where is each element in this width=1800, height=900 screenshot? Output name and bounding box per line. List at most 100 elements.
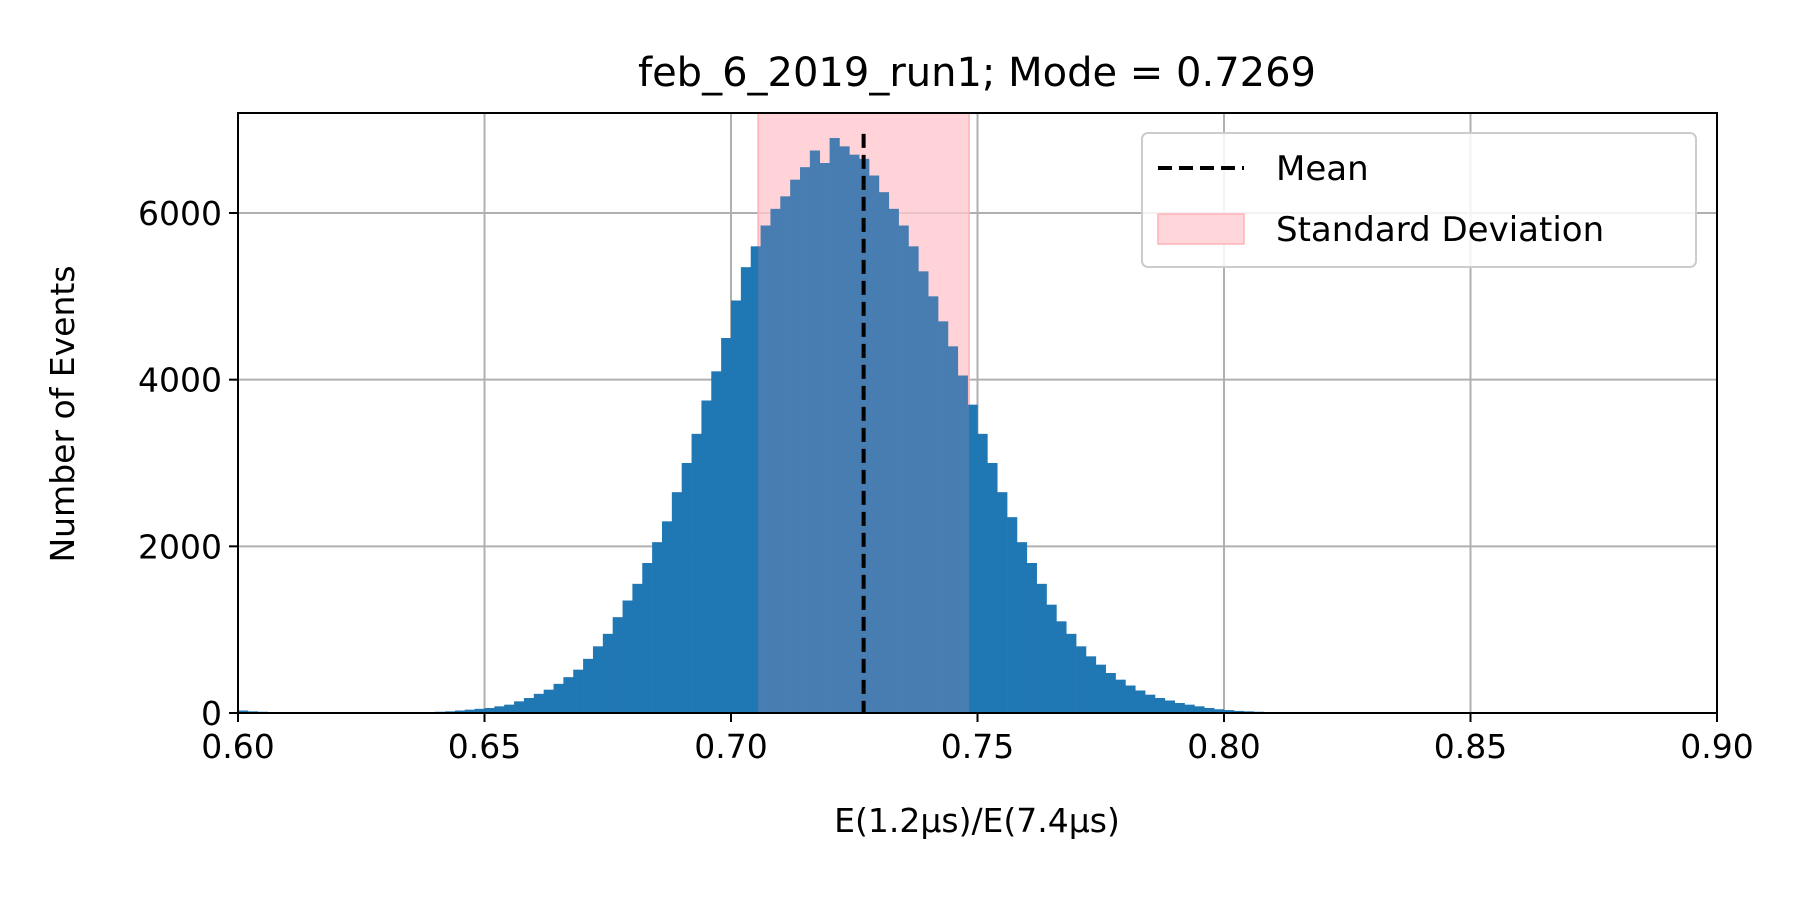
histogram-bar: [809, 150, 821, 713]
histogram-bar: [800, 167, 811, 713]
histogram-bar: [1085, 656, 1097, 713]
histogram-bar: [543, 689, 554, 713]
histogram-bar: [1214, 709, 1225, 713]
histogram-bar: [454, 710, 466, 713]
histogram-bar: [1056, 621, 1067, 713]
legend-mean-label: Mean: [1276, 149, 1369, 189]
histogram-bar: [474, 708, 485, 713]
x-tick-label: 0.65: [448, 727, 521, 766]
histogram-bar: [652, 542, 663, 713]
histogram-bar: [622, 600, 633, 713]
histogram-bar: [888, 208, 899, 714]
histogram-bar: [1036, 583, 1047, 713]
x-tick-label: 0.75: [941, 727, 1014, 766]
y-tick-label: 6000: [138, 194, 222, 233]
histogram-bar: [918, 271, 929, 713]
histogram-bar: [967, 404, 978, 713]
y-tick-label: 0: [201, 694, 222, 733]
histogram-bar: [661, 521, 673, 713]
histogram-bar: [829, 138, 840, 713]
histogram-bar: [592, 646, 604, 713]
histogram-bar: [938, 321, 949, 713]
histogram-bar: [602, 633, 613, 713]
histogram-bar: [898, 225, 909, 713]
histogram-bar: [997, 492, 1008, 713]
histogram-bar: [464, 709, 475, 713]
histogram-bar: [869, 175, 880, 713]
histogram-bar: [760, 225, 771, 713]
histogram-bar: [1026, 563, 1037, 713]
histogram-bar: [780, 196, 791, 714]
histogram-bar: [1224, 710, 1235, 713]
histogram-bar: [504, 704, 515, 713]
histogram-bar: [721, 338, 732, 713]
histogram-bar: [740, 267, 752, 713]
x-tick-label: 0.60: [201, 727, 274, 766]
histogram-bar: [514, 701, 525, 713]
histogram-bar: [494, 706, 505, 713]
legend: Mean Standard Deviation: [1141, 132, 1697, 268]
y-axis-label: Number of Events: [43, 265, 82, 562]
histogram-bar: [849, 154, 860, 713]
chart-title: feb_6_2019_run1; Mode = 0.7269: [638, 50, 1316, 96]
histogram-bar: [1194, 706, 1205, 713]
histogram-bar: [1233, 710, 1245, 713]
histogram-bar: [681, 463, 692, 713]
histogram-bar: [1135, 690, 1146, 713]
histogram-bar: [1007, 517, 1018, 713]
x-tick-label: 0.85: [1434, 727, 1507, 766]
histogram-bar: [1066, 633, 1077, 713]
histogram-bar: [987, 463, 998, 713]
histogram-bar: [957, 375, 968, 713]
histogram-bar: [1095, 664, 1106, 713]
histogram-bar: [553, 683, 564, 713]
histogram-bar: [632, 583, 643, 713]
histogram-bar: [947, 346, 959, 713]
x-axis-label: E(1.2μs)/E(7.4μs): [834, 801, 1120, 840]
histogram-bar: [1204, 708, 1215, 713]
histogram-bar: [839, 146, 850, 714]
y-tick-label: 2000: [138, 527, 222, 566]
legend-box: [1141, 132, 1697, 268]
legend-std-deviation-label: Standard Deviation: [1276, 210, 1604, 250]
histogram-bar: [1164, 700, 1175, 713]
x-tick-label: 0.80: [1187, 727, 1260, 766]
histogram-bar: [928, 296, 939, 713]
x-tick-label: 0.70: [694, 727, 767, 766]
histogram-bar: [671, 492, 682, 713]
legend-std-deviation-swatch: [1157, 213, 1245, 245]
histogram-bar: [563, 677, 574, 713]
histogram-bar: [484, 708, 495, 713]
histogram-bar: [1115, 679, 1126, 713]
histogram-bar: [731, 300, 742, 713]
histogram-bar: [612, 617, 623, 713]
y-axis-ticks: 0 2000 4000 6000: [138, 194, 238, 733]
histogram-bar: [583, 658, 594, 713]
histogram-bar: [1076, 646, 1087, 713]
histogram-bar: [701, 400, 712, 713]
y-tick-label: 4000: [138, 361, 222, 400]
histogram-bars: [238, 113, 1343, 714]
histogram-bar: [1046, 604, 1057, 713]
histogram-bar: [908, 246, 919, 714]
histogram-bar: [1154, 698, 1166, 713]
histogram-bar: [878, 192, 890, 713]
histogram-bar: [573, 669, 584, 713]
histogram-bar: [533, 693, 544, 713]
histogram-bar: [977, 433, 988, 713]
histogram-bar: [1184, 704, 1195, 713]
histogram-bar: [1174, 703, 1185, 713]
x-axis-ticks: 0.60 0.65 0.70 0.75 0.80 0.85 0.90: [201, 713, 1754, 766]
histogram-bar: [770, 208, 781, 714]
histogram-bar: [1105, 673, 1116, 713]
histogram-bar: [750, 246, 761, 714]
histogram-bar: [1125, 685, 1136, 713]
histogram-bar: [790, 179, 801, 713]
histogram-bar: [642, 563, 653, 713]
histogram-bar: [819, 163, 830, 713]
histogram-bar: [523, 698, 535, 713]
histogram-bar: [691, 433, 702, 713]
histogram-bar: [1016, 542, 1028, 713]
histogram-bar: [238, 710, 249, 713]
